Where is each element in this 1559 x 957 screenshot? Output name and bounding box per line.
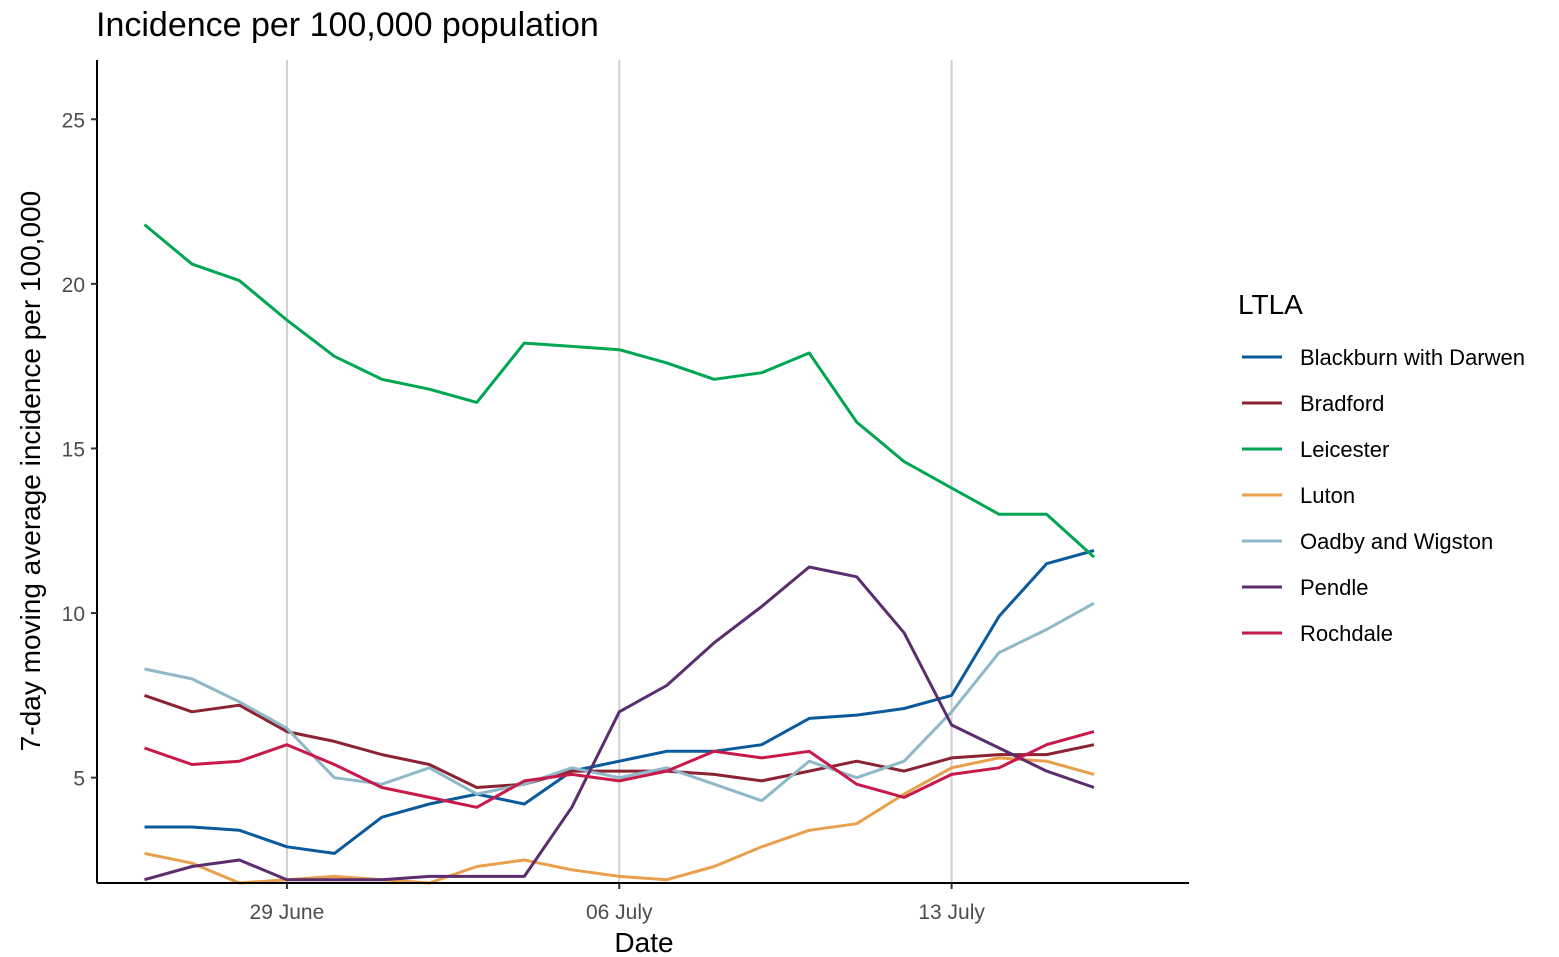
y-tick-label: 20 [62,274,85,297]
tick-labels: 29 June 06 July 13 July 5 10 15 20 25 [62,109,986,924]
y-tick-label: 5 [73,768,85,791]
series-line-bradford [144,693,1095,789]
legend: LTLA Blackburn with Darwen Bradford Leices… [1238,289,1525,646]
axes [96,60,1189,884]
legend-label: Rochdale [1300,621,1393,646]
series-line-rochdale [144,730,1095,809]
x-axis-title: Date [614,927,673,957]
legend-item: Luton [1242,483,1355,508]
series-line-leicester [143,223,1096,559]
legend-item: Pendle [1242,575,1369,600]
gridlines [285,60,953,883]
legend-title: LTLA [1238,289,1303,320]
legend-item: Bradford [1242,391,1384,416]
chart-title: Incidence per 100,000 population [96,6,599,44]
x-tick-label: 06 July [586,901,653,924]
series-line-oadby-and-wigston [144,601,1095,803]
legend-label: Luton [1300,483,1355,508]
x-tick-label: 13 July [918,901,985,924]
series-lines [143,223,1096,885]
legend-label: Blackburn with Darwen [1300,345,1525,370]
legend-label: Pendle [1300,575,1369,600]
y-tick-label: 15 [62,438,85,461]
legend-items: Blackburn with Darwen Bradford Leicester Lu… [1242,345,1525,646]
legend-label: Oadby and Wigston [1300,529,1493,554]
series-line-blackburn-with-darwen [144,549,1095,855]
y-tick-label: 25 [62,109,85,132]
legend-item: Oadby and Wigston [1242,529,1493,554]
legend-item: Blackburn with Darwen [1242,345,1525,370]
x-tick-label: 29 June [250,901,325,924]
legend-label: Bradford [1300,391,1384,416]
series-line-pendle [144,565,1095,882]
y-tick-label: 10 [62,603,85,626]
legend-label: Leicester [1300,437,1389,462]
legend-item: Leicester [1242,437,1389,462]
y-axis-title: 7-day moving average incidence per 100,0… [15,191,46,751]
legend-item: Rochdale [1242,621,1393,646]
